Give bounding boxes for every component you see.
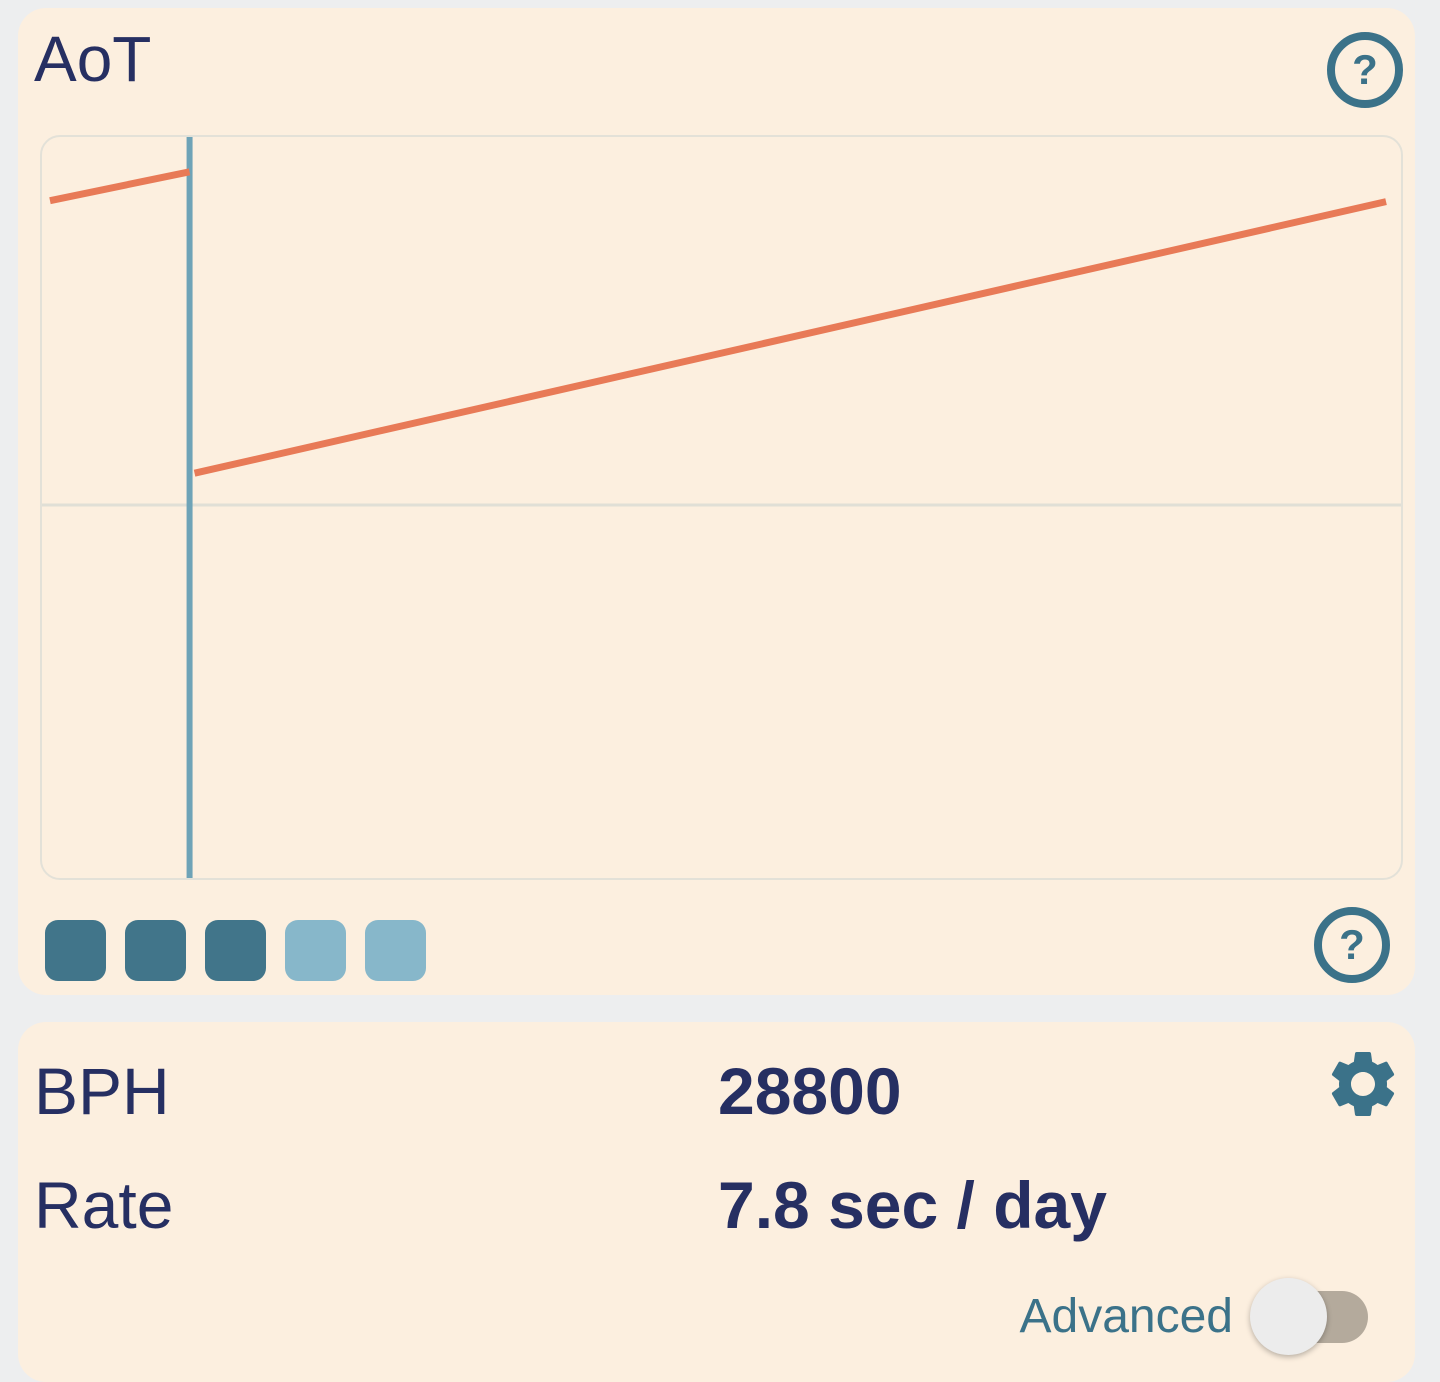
signal-block-strong xyxy=(125,920,186,981)
help-icon[interactable]: ? xyxy=(1314,907,1390,983)
question-mark-glyph: ? xyxy=(1339,921,1365,968)
bph-label: BPH xyxy=(34,1054,170,1128)
card-title: AoT xyxy=(34,23,152,95)
question-mark-glyph: ? xyxy=(1352,46,1378,93)
advanced-toggle[interactable] xyxy=(1250,1278,1368,1356)
gear-icon xyxy=(1331,1052,1395,1116)
bph-value: 28800 xyxy=(718,1054,902,1128)
signal-strength-row xyxy=(45,920,426,981)
advanced-row: Advanced xyxy=(1019,1278,1368,1356)
help-icon[interactable]: ? xyxy=(1327,32,1403,108)
signal-block-weak xyxy=(285,920,346,981)
aot-card: AoT ? ? xyxy=(18,8,1415,995)
signal-block-strong xyxy=(205,920,266,981)
rate-value: 7.8 sec / day xyxy=(718,1168,1107,1242)
toggle-knob xyxy=(1250,1278,1327,1355)
signal-block-strong xyxy=(45,920,106,981)
settings-button[interactable] xyxy=(1323,1042,1403,1126)
trace-segment xyxy=(49,168,191,205)
trace-segment xyxy=(193,198,1387,477)
rate-label: Rate xyxy=(34,1168,174,1242)
advanced-label: Advanced xyxy=(1019,1290,1234,1343)
aot-chart-svg xyxy=(42,137,1401,878)
aot-chart xyxy=(40,135,1403,880)
signal-block-weak xyxy=(365,920,426,981)
measurements-card: BPH 28800 Rate 7.8 sec / day Advanced xyxy=(18,1022,1415,1382)
